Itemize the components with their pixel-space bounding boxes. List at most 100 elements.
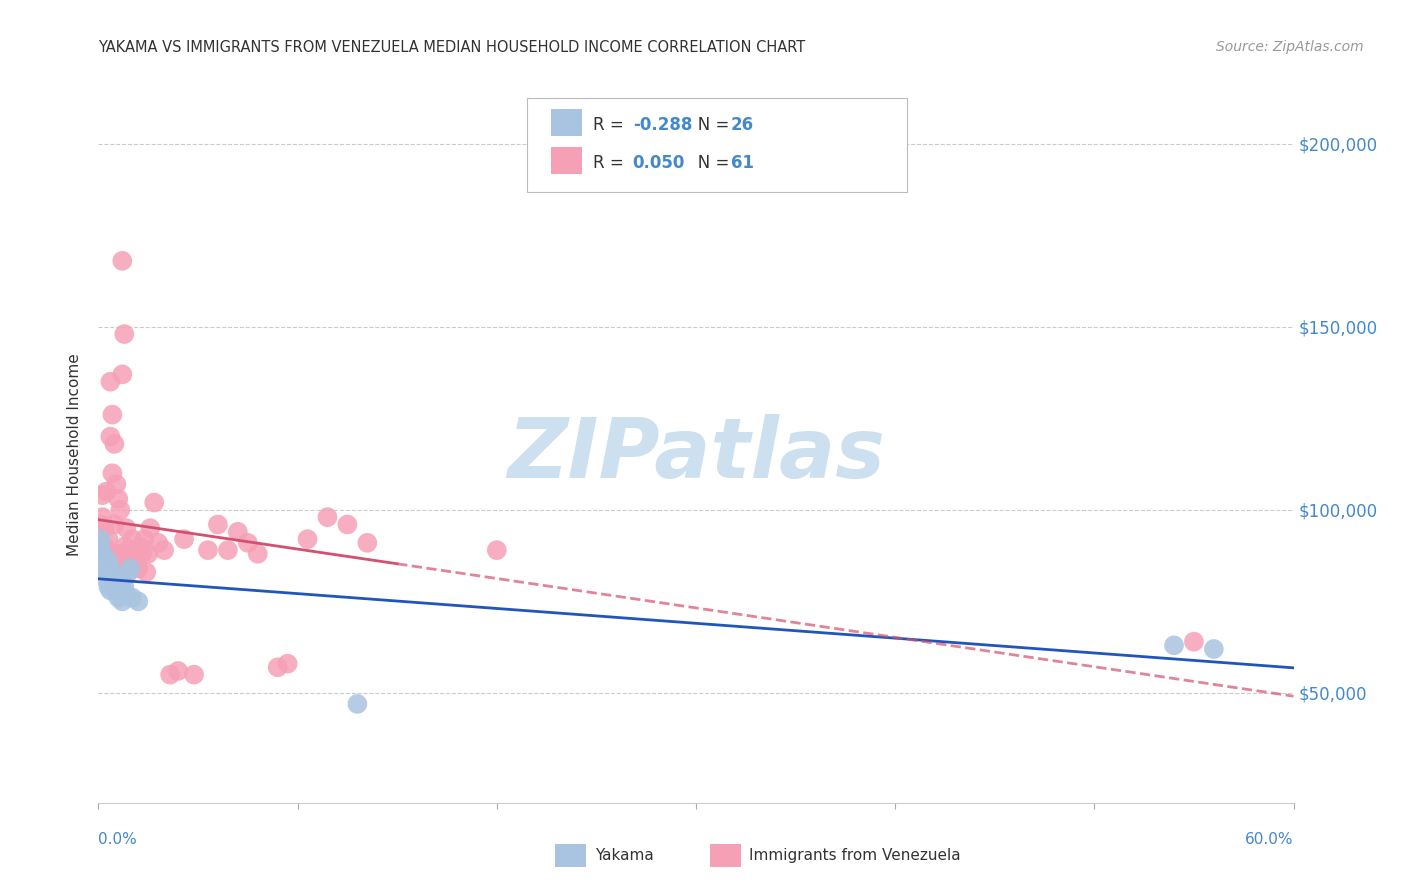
Point (153, 543, 176, 558)
Point (127, 561, 149, 575)
Point (136, 547, 159, 561)
Point (120, 561, 142, 575)
Text: 0.0%: 0.0% (98, 832, 138, 847)
Text: N =: N = (682, 154, 734, 172)
Y-axis label: Median Household Income: Median Household Income (67, 353, 83, 557)
Point (121, 532, 143, 546)
Point (131, 547, 153, 561)
Point (267, 660, 290, 674)
Point (91, 510, 114, 524)
Point (107, 591, 129, 605)
Text: 60.0%: 60.0% (1246, 832, 1294, 847)
Point (91, 488, 114, 502)
Point (127, 594, 149, 608)
Point (1182, 634, 1205, 648)
Point (129, 540, 152, 554)
Point (100, 561, 122, 575)
Point (103, 576, 125, 591)
Text: YAKAMA VS IMMIGRANTS FROM VENEZUELA MEDIAN HOUSEHOLD INCOME CORRELATION CHART: YAKAMA VS IMMIGRANTS FROM VENEZUELA MEDI… (98, 40, 806, 55)
Point (135, 565, 157, 579)
Point (103, 517, 125, 532)
Point (105, 477, 128, 491)
Point (121, 591, 143, 605)
Point (1202, 642, 1225, 657)
Point (112, 580, 135, 594)
Point (346, 697, 368, 711)
Point (101, 408, 124, 422)
Point (96, 547, 118, 561)
Point (197, 543, 219, 558)
Point (89, 540, 111, 554)
Point (485, 543, 508, 558)
Point (139, 521, 162, 535)
Point (277, 657, 299, 671)
Point (356, 536, 378, 550)
Point (117, 543, 139, 558)
Text: Immigrants from Venezuela: Immigrants from Venezuela (749, 848, 962, 863)
Text: 0.050: 0.050 (633, 154, 685, 172)
Point (236, 536, 259, 550)
Point (103, 437, 125, 451)
Text: ZIPatlas: ZIPatlas (508, 415, 884, 495)
Point (246, 547, 269, 561)
Point (96, 484, 118, 499)
Point (1163, 638, 1185, 652)
Point (115, 568, 138, 582)
Point (89, 528, 111, 542)
Point (101, 568, 124, 582)
Point (107, 554, 129, 568)
Point (110, 576, 132, 591)
Point (89, 532, 111, 546)
Point (91, 558, 114, 572)
Text: Source: ZipAtlas.com: Source: ZipAtlas.com (1216, 40, 1364, 54)
Point (110, 503, 132, 517)
Point (96, 565, 118, 579)
Point (297, 532, 319, 546)
Point (91, 547, 114, 561)
Point (207, 517, 229, 532)
Point (111, 253, 134, 268)
Point (336, 517, 359, 532)
Text: 26: 26 (731, 116, 754, 134)
Point (124, 547, 146, 561)
Point (226, 524, 249, 539)
Point (111, 368, 134, 382)
Text: R =: R = (593, 116, 630, 134)
Point (143, 495, 166, 509)
Point (316, 510, 339, 524)
Point (93, 550, 115, 565)
Point (93, 540, 115, 554)
Point (93, 561, 115, 575)
Point (134, 532, 156, 546)
Text: N =: N = (682, 116, 734, 134)
Point (105, 547, 128, 561)
Text: -0.288: -0.288 (633, 116, 692, 134)
Point (183, 667, 205, 681)
Point (100, 375, 122, 389)
Point (115, 521, 138, 535)
Point (111, 594, 134, 608)
Point (120, 558, 142, 572)
Point (101, 467, 124, 481)
Point (89, 517, 111, 532)
Point (117, 565, 139, 579)
Point (97, 554, 120, 568)
Point (100, 429, 122, 443)
Point (97, 532, 120, 546)
Point (110, 561, 132, 575)
Point (159, 667, 181, 681)
Point (96, 573, 118, 587)
Text: R =: R = (593, 154, 630, 172)
Point (125, 554, 148, 568)
Point (112, 540, 135, 554)
Point (115, 587, 138, 601)
Point (167, 664, 190, 678)
Point (97, 580, 120, 594)
Point (93, 521, 115, 535)
Text: Yakama: Yakama (595, 848, 654, 863)
Point (97, 550, 120, 565)
Point (217, 543, 239, 558)
Point (100, 583, 122, 598)
Point (107, 491, 129, 506)
Point (112, 327, 135, 342)
